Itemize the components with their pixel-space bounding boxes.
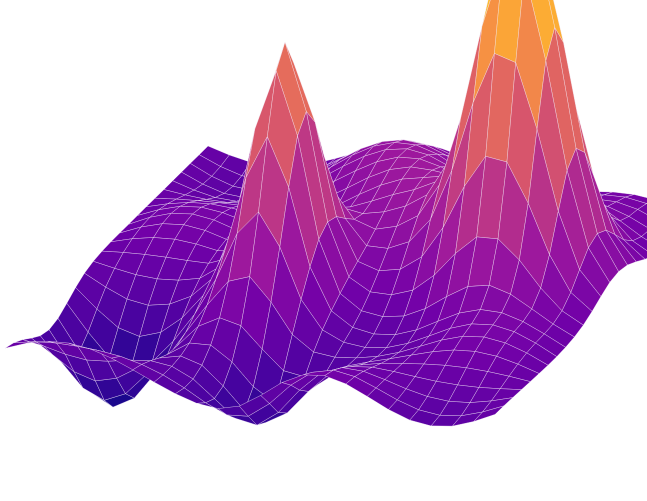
- surface-facet: [641, 231, 647, 241]
- surface-facet: [637, 203, 647, 215]
- surface-mesh: [4, 0, 647, 427]
- surface-facet: [473, 405, 505, 422]
